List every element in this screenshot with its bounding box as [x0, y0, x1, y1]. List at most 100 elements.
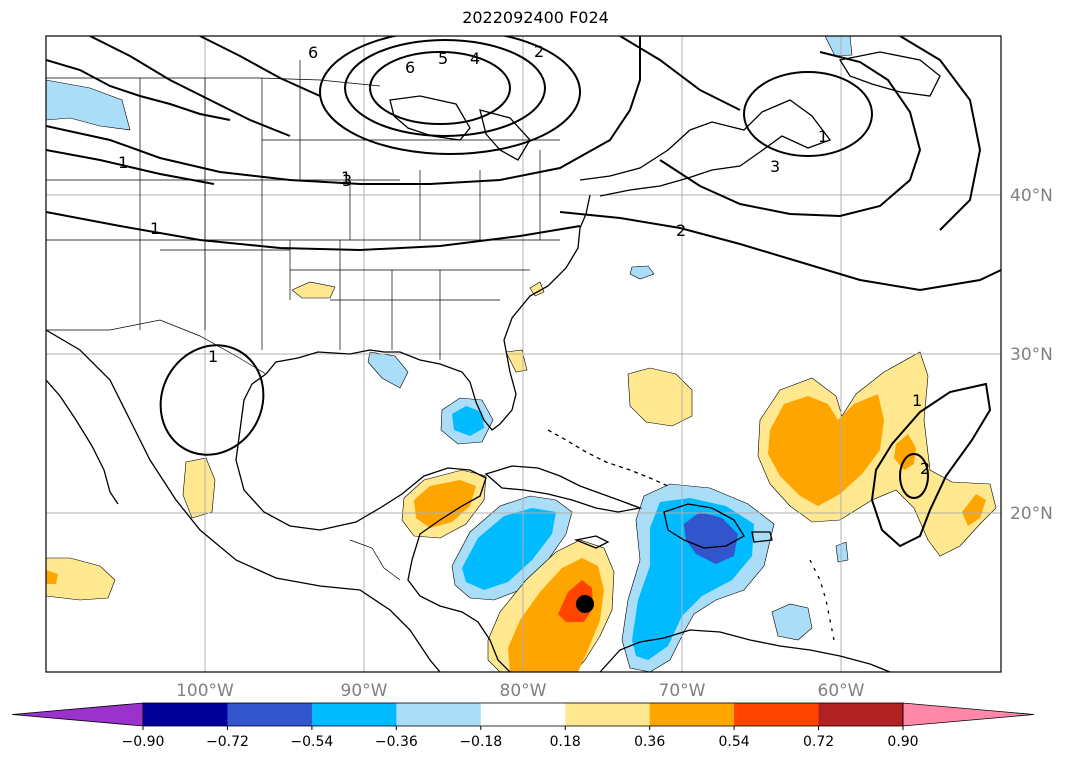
latitude-labels: 40°N 30°N 20°N [1010, 186, 1053, 524]
shade-orange-atlantic-heart [768, 394, 884, 506]
contour-1-atlantic [870, 382, 992, 548]
shade-yellow-mexico [182, 457, 216, 519]
colorbar-tick-label: 0.72 [803, 734, 834, 750]
colorbar-bin [143, 703, 228, 726]
us-mexico-border [46, 319, 267, 375]
contour-label: 3 [770, 157, 780, 176]
shade-orange-pacific [46, 570, 58, 584]
colorbar-tick-label: −0.72 [206, 734, 249, 750]
colorbar-bin [818, 703, 904, 726]
shade-blue-w-caribbean [462, 508, 556, 590]
bahamas [547, 429, 669, 487]
shade-yellow-south-us [291, 281, 336, 299]
contour-1-west [46, 211, 581, 252]
colorbar-tick-label: −0.36 [375, 734, 418, 750]
contour-4 [319, 36, 581, 155]
contour-label: 2 [534, 42, 544, 61]
puerto-rico [751, 531, 773, 543]
contour-label: 4 [470, 49, 480, 68]
colorbar-bin [734, 703, 820, 726]
shade-light-blue-atlantic [629, 265, 655, 280]
colorbar-tick-label: −0.54 [290, 734, 333, 750]
shade-light-blue-ne [824, 36, 853, 57]
shade-yellow-florida-coast [505, 349, 528, 373]
colorbar-tick-label: −0.18 [459, 734, 502, 750]
contour-label: 2 [676, 221, 686, 240]
colorbar-bin [396, 703, 482, 726]
contour-west-top-2 [89, 36, 291, 137]
contour-east-far [899, 36, 982, 231]
lon-label: 90°W [341, 681, 388, 701]
contour-6 [369, 51, 511, 125]
south-america-coast [599, 629, 891, 672]
shade-yellow-pacific [46, 557, 116, 601]
colorbar-extend-low [11, 702, 144, 727]
contour-2-atlantic [899, 453, 929, 499]
colorbar-bin [311, 703, 397, 726]
colorbar-bin [565, 703, 651, 726]
colorbar-tick-label: 0.18 [550, 734, 581, 750]
mexico-gulf-coast [235, 373, 471, 531]
cuba [484, 465, 643, 513]
shade-light-blue-gulf [367, 351, 409, 389]
colorbar-bin [649, 703, 735, 726]
great-lakes-2 [479, 109, 531, 161]
contour-west-top [46, 59, 231, 121]
colorbar-tick-label: −0.90 [122, 734, 165, 750]
mexico-guatemala-border [349, 539, 401, 581]
contour-1-east [743, 71, 873, 157]
contour-label: 1 [208, 347, 218, 366]
storm-center-dot [576, 595, 594, 613]
shade-orange-yucatan [414, 480, 476, 528]
political-boundaries [46, 60, 560, 581]
us-canada-border [46, 77, 381, 87]
colorbar-tick-label: 0.36 [634, 734, 665, 750]
lon-label: 60°W [818, 681, 865, 701]
central-america [407, 469, 511, 672]
us-east-coast [265, 194, 591, 431]
colorbar-bin [227, 703, 313, 726]
contour-label: 1 [818, 127, 828, 146]
lon-label: 100°W [176, 681, 234, 701]
longitude-labels: 100°W 90°W 80°W 70°W 60°W [176, 681, 865, 701]
lat-label: 40°N [1010, 186, 1053, 206]
lon-label: 70°W [659, 681, 706, 701]
contour-labels: 6 5 4 2 6 1 3 1 2 3 1 1 1 1 2 [118, 42, 930, 478]
contour-label: 2 [920, 459, 930, 478]
colorbar-bin [480, 703, 566, 726]
baja-california [46, 379, 119, 505]
chart-title: 2022092400 F024 [462, 8, 609, 27]
colorbar-tick-label: 0.54 [719, 734, 750, 750]
colorbar-tick-label: 0.90 [887, 734, 918, 750]
contour-label: 1 [118, 153, 128, 172]
contour-east-outer [619, 36, 741, 111]
hispaniola [663, 503, 745, 549]
shade-light-blue-small [835, 541, 849, 563]
contour-west-top-3 [199, 36, 321, 97]
contour-label: 1 [341, 168, 351, 187]
contour-3-west [46, 36, 641, 185]
colorbar: −0.90 −0.72 −0.54 −0.36 −0.18 0.18 0.36 0.54 0.7… [11, 702, 1035, 750]
shade-yellow-carolina [529, 281, 545, 297]
shaded-anomalies [46, 36, 997, 672]
jamaica [573, 535, 610, 549]
contour-5 [344, 39, 546, 137]
contour-3-east [659, 51, 922, 218]
lon-label: 80°W [500, 681, 547, 701]
contour-label: 6 [405, 58, 415, 77]
contour-label: 3 [342, 171, 352, 190]
maritimes [579, 99, 832, 197]
shade-yellow-atlantic-1 [627, 367, 693, 427]
lat-label: 20°N [1010, 504, 1053, 524]
contour-2-west [46, 149, 215, 185]
lat-label: 30°N [1010, 345, 1053, 365]
colorbar-frame [142, 702, 904, 727]
colorbar-extend-high [902, 702, 1035, 727]
map-layers: 6 5 4 2 6 1 3 1 2 3 1 1 1 1 2 [46, 36, 1001, 672]
contour-label: 6 [308, 43, 318, 62]
mexico-pacific-coast [46, 329, 441, 672]
contour-label: 1 [912, 391, 922, 410]
shade-mid-blue-hispaniola [684, 512, 738, 564]
shade-orange-atlantic-small [894, 434, 916, 470]
